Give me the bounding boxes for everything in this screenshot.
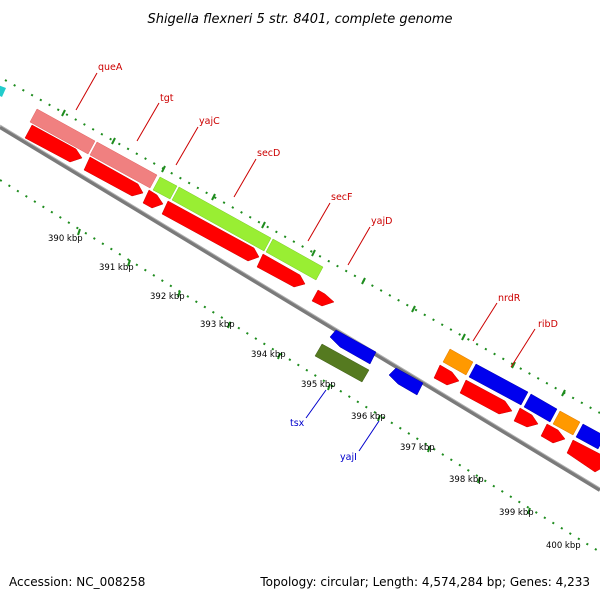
gene-label-tsx[interactable]: tsx — [290, 418, 305, 429]
gene-label-secD[interactable]: secD — [257, 148, 280, 159]
edge-feature — [0, 85, 6, 97]
gene-labels-forward: queA tgt yajC secD secF yajD nrdR ribD — [75, 62, 558, 368]
gene-block-nrdR[interactable] — [442, 348, 474, 376]
gene-arrow-secD[interactable] — [161, 200, 260, 262]
callout-line — [347, 226, 371, 266]
tick-label: 392 kbp — [150, 292, 185, 302]
tick-label: 391 kbp — [99, 263, 134, 273]
outer-tick-ring — [4, 79, 600, 414]
gene-arrow-tgt[interactable] — [83, 156, 144, 197]
genome-backbone-highlight — [0, 124, 600, 489]
gene-block-ribD[interactable] — [468, 363, 529, 406]
tick-label: 399 kbp — [499, 508, 534, 518]
gene-arrow-nrdR[interactable] — [433, 364, 460, 386]
gene-label-yajI[interactable]: yajI — [340, 452, 357, 463]
gene-arrow-ribH[interactable] — [540, 423, 566, 444]
gene-label-queA[interactable]: queA — [98, 62, 123, 73]
gene-block-ribH[interactable] — [552, 410, 581, 436]
callout-line — [175, 126, 199, 166]
callout-line — [510, 328, 536, 368]
callout-line — [472, 302, 498, 342]
gene-block-tgt[interactable] — [89, 141, 158, 189]
tick-label: 393 kbp — [200, 320, 235, 330]
tick-labels: 390 kbp 391 kbp 392 kbp 393 kbp 394 kbp … — [48, 234, 581, 551]
gene-block-queA[interactable] — [29, 108, 96, 155]
cog-track-forward — [29, 108, 600, 450]
gene-label-yajC[interactable]: yajC — [199, 116, 220, 127]
inner-major-ticks — [77, 228, 531, 515]
gene-arrow-yajD[interactable] — [311, 289, 335, 307]
callout-line — [305, 389, 327, 419]
gene-block-ribE[interactable] — [523, 393, 558, 423]
gene-block-yajC[interactable] — [152, 176, 178, 200]
accession-text: Accession: NC_008258 — [9, 575, 145, 589]
gene-label-tgt[interactable]: tgt — [160, 93, 174, 104]
tick-label: 390 kbp — [48, 234, 83, 244]
gene-block-nusB[interactable] — [575, 423, 600, 450]
gene-arrow-ribD[interactable] — [459, 379, 513, 415]
gene-arrow-secF[interactable] — [256, 253, 306, 288]
gene-label-secF[interactable]: secF — [331, 192, 352, 203]
callout-line — [307, 202, 331, 242]
inner-tick-ring — [0, 179, 600, 553]
tick-label: 397 kbp — [400, 443, 435, 453]
tick-label: 400 kbp — [546, 541, 581, 551]
gene-block-secD[interactable] — [171, 186, 272, 252]
tick-label: 395 kbp — [301, 380, 336, 390]
gene-block-tsx[interactable] — [314, 343, 370, 383]
gene-arrow-yajI[interactable] — [388, 367, 424, 396]
gene-label-nrdR[interactable]: nrdR — [498, 293, 521, 304]
callout-line — [136, 102, 160, 142]
gene-label-yajD[interactable]: yajD — [371, 216, 392, 227]
outer-major-ticks — [61, 109, 566, 397]
tick-label: 398 kbp — [449, 475, 484, 485]
gene-arrow-nusB[interactable] — [566, 439, 600, 473]
map-title: Shigella flexneri 5 str. 8401, complete … — [147, 12, 452, 27]
genome-backbone — [0, 125, 600, 492]
gene-label-ribD[interactable]: ribD — [538, 319, 558, 330]
gene-arrow-queA[interactable] — [24, 124, 83, 163]
gene-track-forward-arrows — [24, 124, 600, 473]
gene-arrow-tsx-blue[interactable] — [329, 329, 377, 365]
gene-track-reverse — [314, 329, 424, 396]
callout-line — [358, 420, 380, 452]
tick-label: 394 kbp — [251, 350, 286, 360]
callout-line — [75, 72, 98, 111]
gene-arrow-ribE[interactable] — [513, 407, 539, 428]
callout-line — [233, 158, 257, 198]
gene-arrow-yajC[interactable] — [142, 189, 164, 209]
tick-label: 396 kbp — [351, 412, 386, 422]
gene-labels-reverse: tsx yajI — [290, 389, 380, 463]
genome-summary-text: Topology: circular; Length: 4,574,284 bp… — [259, 575, 590, 589]
gene-block-secF[interactable] — [265, 238, 324, 281]
